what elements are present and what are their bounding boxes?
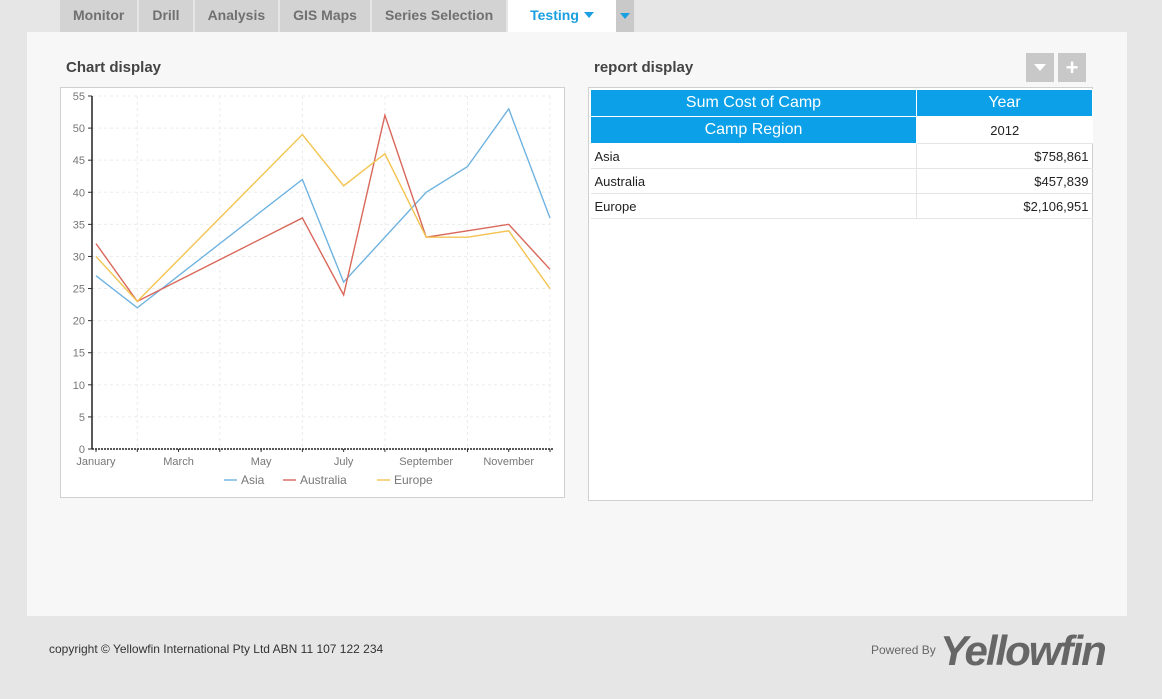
x-tick-label: March	[163, 456, 194, 468]
table-row[interactable]: Australia $457,839	[590, 168, 1093, 194]
y-tick-label: 55	[73, 91, 85, 103]
x-tick-label: January	[76, 456, 116, 468]
report-panel: Sum Cost of Camp Year Camp Region 2012 A…	[588, 87, 1093, 501]
dashboard-content: Chart display 0 5 10 15 20 25 30 35 40 45 50 55 Janu…	[27, 32, 1127, 616]
series-line-europe	[95, 133, 551, 303]
chevron-down-icon	[1034, 64, 1046, 71]
header-sum-cost[interactable]: Sum Cost of Camp	[590, 89, 917, 117]
line-chart[interactable]: 0 5 10 15 20 25 30 35 40 45 50 55 January March May Jul…	[61, 88, 564, 497]
y-tick-label: 40	[73, 187, 85, 199]
legend-label: Asia	[241, 473, 265, 487]
report-panel-title: report display	[594, 59, 694, 76]
tab-testing[interactable]: Testing	[508, 0, 616, 32]
x-tick-label: September	[399, 456, 453, 468]
chevron-down-icon	[619, 13, 630, 19]
y-tick-label: 5	[79, 412, 85, 424]
powered-by-label: Powered By	[871, 643, 936, 657]
table-row[interactable]: Asia $758,861	[590, 143, 1093, 169]
header-camp-region[interactable]: Camp Region	[590, 116, 917, 144]
legend-label: Europe	[394, 473, 433, 487]
series-line-asia	[95, 107, 551, 309]
chart-panel-title: Chart display	[66, 59, 162, 76]
region-cell[interactable]: Europe	[590, 193, 917, 219]
legend-label: Australia	[300, 473, 347, 487]
x-tick-label: November	[483, 456, 534, 468]
y-tick-label: 20	[73, 316, 85, 328]
y-tick-label: 15	[73, 348, 85, 360]
y-tick-label: 0	[79, 444, 85, 456]
y-tick-label: 45	[73, 155, 85, 167]
report-table: Sum Cost of Camp Year Camp Region 2012 A…	[590, 89, 1093, 219]
yellowfin-logo[interactable]: Yellowfin	[940, 627, 1107, 674]
region-cell[interactable]: Asia	[590, 143, 917, 169]
copyright-text: copyright © Yellowfin International Pty …	[49, 642, 384, 656]
region-cell[interactable]: Australia	[590, 168, 917, 194]
y-tick-label: 35	[73, 219, 85, 231]
table-row[interactable]: Europe $2,106,951	[590, 193, 1093, 219]
tab-overflow-button[interactable]	[615, 0, 634, 32]
value-cell[interactable]: $758,861	[916, 143, 1093, 169]
chart-panel: 0 5 10 15 20 25 30 35 40 45 50 55 January March May Jul…	[60, 87, 565, 498]
tab-drill[interactable]: Drill	[139, 0, 193, 32]
value-cell[interactable]: $457,839	[916, 168, 1093, 194]
x-tick-label: May	[251, 456, 272, 468]
y-tick-label: 10	[73, 380, 85, 392]
x-tick-label: July	[334, 456, 354, 468]
report-menu-button[interactable]	[1026, 53, 1054, 82]
series-line-australia	[95, 112, 551, 303]
y-tick-label: 50	[73, 123, 85, 135]
y-tick-label: 25	[73, 284, 85, 296]
chevron-down-icon[interactable]	[583, 12, 594, 18]
add-report-button[interactable]: +	[1058, 53, 1086, 82]
tab-bar: Monitor Drill Analysis GIS Maps Series S…	[60, 0, 634, 32]
year-value: 2012	[916, 116, 1093, 144]
tab-analysis[interactable]: Analysis	[194, 0, 279, 32]
tab-testing-label: Testing	[530, 7, 579, 23]
tab-monitor[interactable]: Monitor	[60, 0, 138, 32]
header-year[interactable]: Year	[916, 89, 1093, 117]
report-toolbar: +	[1026, 53, 1086, 82]
y-tick-label: 30	[73, 251, 85, 263]
tab-gis-maps[interactable]: GIS Maps	[280, 0, 370, 32]
value-cell[interactable]: $2,106,951	[916, 193, 1093, 219]
tab-series-selection[interactable]: Series Selection	[371, 0, 507, 32]
plus-icon: +	[1065, 54, 1079, 80]
